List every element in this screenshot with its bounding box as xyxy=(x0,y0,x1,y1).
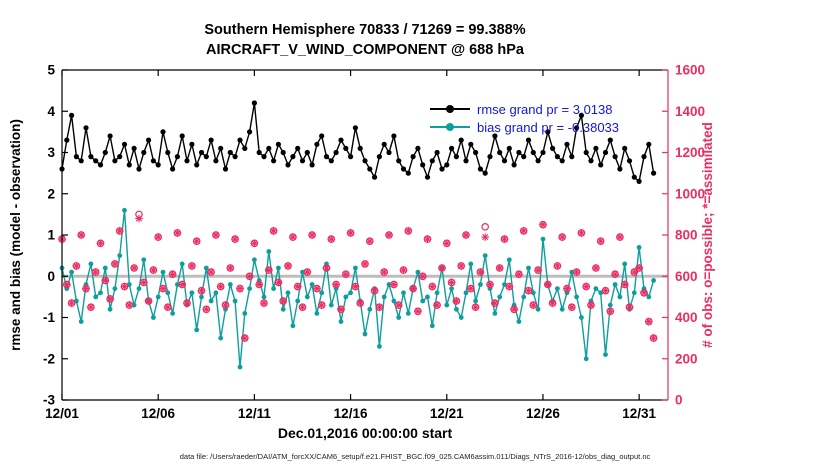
svg-text:12/16: 12/16 xyxy=(334,406,368,421)
svg-text:12/11: 12/11 xyxy=(238,406,272,421)
svg-text:1200: 1200 xyxy=(675,145,705,160)
svg-text:-1: -1 xyxy=(43,310,55,325)
svg-text:1600: 1600 xyxy=(675,63,705,78)
svg-text:5: 5 xyxy=(47,63,55,78)
x-axis-label: Dec.01,2016 00:00:00 start xyxy=(277,425,453,441)
svg-text:-3: -3 xyxy=(43,393,55,408)
axes: 12/01 12/06 12/11 12/16 12/21 12/26 12/31 -3 -2 -… xyxy=(43,63,705,422)
svg-text:1: 1 xyxy=(47,228,55,243)
svg-text:12/26: 12/26 xyxy=(526,406,560,421)
svg-text:4: 4 xyxy=(47,104,55,119)
svg-text:800: 800 xyxy=(675,228,698,243)
legend-item-rmse: rmse grand pr = 3.0138 xyxy=(430,100,619,118)
legend-label-rmse: rmse grand pr = 3.0138 xyxy=(477,101,613,117)
legend-item-bias: bias grand pr = -0.38033 xyxy=(430,118,619,136)
svg-text:400: 400 xyxy=(675,310,698,325)
legend-label-bias: bias grand pr = -0.38033 xyxy=(477,119,620,135)
svg-text:-2: -2 xyxy=(43,351,55,366)
svg-text:12/01: 12/01 xyxy=(45,406,79,421)
svg-text:0: 0 xyxy=(47,269,55,284)
rmse-series xyxy=(59,100,657,184)
svg-text:1000: 1000 xyxy=(675,186,705,201)
svg-text:0: 0 xyxy=(675,393,683,408)
svg-text:12/31: 12/31 xyxy=(622,406,656,421)
chart-legend: rmse grand pr = 3.0138 bias grand pr = -… xyxy=(430,100,619,136)
svg-text:12/06: 12/06 xyxy=(141,406,175,421)
obs-assimilated-markers xyxy=(58,214,658,342)
svg-text:3: 3 xyxy=(47,145,55,160)
svg-text:2: 2 xyxy=(47,186,55,201)
svg-text:200: 200 xyxy=(675,351,698,366)
chart-title-line2: AIRCRAFT_V_WIND_COMPONENT @ 688 hPa xyxy=(206,42,524,58)
svg-text:12/21: 12/21 xyxy=(430,406,464,421)
data-file-path: data file: /Users/raeder/DAI/ATM_forcXX/… xyxy=(179,452,651,461)
chart-title-line1: Southern Hemisphere 70833 / 71269 = 99.3… xyxy=(204,22,526,38)
rmse-legend-swatch xyxy=(430,105,470,113)
rmse-marker-icon xyxy=(446,105,454,113)
bias-marker-icon xyxy=(446,123,454,131)
svg-text:1400: 1400 xyxy=(675,104,705,119)
bias-legend-swatch xyxy=(430,123,470,131)
svg-text:600: 600 xyxy=(675,269,698,284)
